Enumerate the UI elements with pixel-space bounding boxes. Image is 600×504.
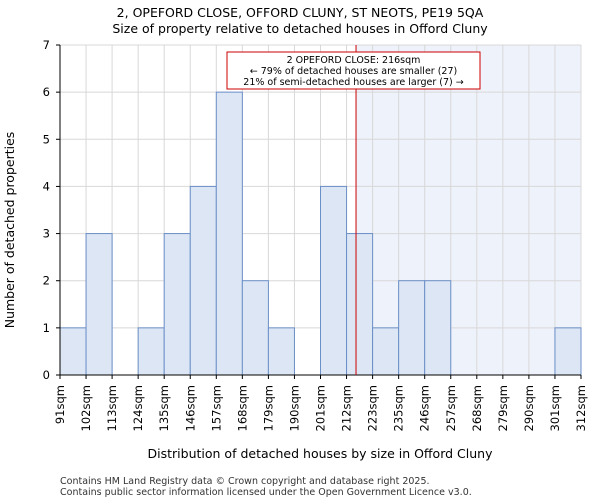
annotation-box — [226, 51, 481, 90]
bar-246sqm — [424, 280, 452, 376]
x-tick-label: 113sqm — [105, 385, 119, 431]
chart-subtitle: Size of property relative to detached ho… — [112, 21, 488, 36]
footer-line-2: Contains public sector information licen… — [60, 487, 472, 498]
bar-235sqm — [398, 280, 426, 376]
x-tick-label: 102sqm — [79, 385, 93, 431]
bar-301sqm — [554, 327, 582, 376]
x-tick-label: 212sqm — [340, 385, 354, 431]
annotation-line-1: 2 OPEFORD CLOSE: 216sqm — [287, 55, 421, 66]
x-tick-label: 157sqm — [209, 385, 223, 431]
footer-line-1: Contains HM Land Registry data © Crown c… — [60, 476, 430, 487]
bar-91sqm — [59, 327, 87, 376]
bar-102sqm — [85, 233, 113, 376]
y-tick-label: 2 — [43, 274, 50, 288]
bar-146sqm — [189, 185, 217, 376]
x-tick-label: 135sqm — [157, 385, 171, 431]
x-tick-label: 268sqm — [470, 385, 484, 431]
x-tick-label: 124sqm — [131, 385, 145, 431]
x-tick-label: 201sqm — [314, 385, 328, 431]
x-tick-label: 235sqm — [392, 385, 406, 431]
larger-region-shade — [356, 45, 581, 375]
bar-135sqm — [163, 233, 191, 376]
y-tick-label: 3 — [43, 227, 50, 241]
x-tick-label: 179sqm — [261, 385, 275, 431]
annotation-line-3: 21% of semi-detached houses are larger (… — [243, 77, 463, 88]
bar-157sqm — [215, 91, 243, 376]
bar-212sqm — [346, 233, 374, 376]
chart-title: 2, OPEFORD CLOSE, OFFORD CLUNY, ST NEOTS… — [117, 5, 484, 20]
x-tick-label: 223sqm — [366, 385, 380, 431]
y-tick-label: 0 — [43, 368, 50, 382]
annotation-line-2: ← 79% of detached houses are smaller (27… — [250, 66, 457, 77]
y-tick-label: 4 — [43, 179, 50, 193]
y-tick-label: 5 — [43, 132, 50, 146]
x-tick-label: 190sqm — [287, 385, 301, 431]
bar-201sqm — [320, 185, 348, 376]
plot-area: 0 1 2 3 4 5 6 7 91sqm 102sqm 113sqm 124sqm 135sqm 146… — [43, 38, 588, 431]
bar-124sqm — [137, 327, 165, 376]
bar-179sqm — [267, 327, 295, 376]
x-tick-label: 91sqm — [53, 385, 67, 424]
x-tick-label: 146sqm — [183, 385, 197, 431]
x-axis-label: Distribution of detached houses by size … — [148, 446, 494, 461]
y-tick-label: 6 — [43, 85, 50, 99]
x-tick-label: 257sqm — [444, 385, 458, 431]
x-tick-label: 168sqm — [235, 385, 249, 431]
x-tick-label: 246sqm — [418, 385, 432, 431]
x-tick-label: 279sqm — [496, 385, 510, 431]
x-tick-label: 290sqm — [522, 385, 536, 431]
y-tick-label: 1 — [43, 321, 50, 335]
y-axis-label: Number of detached properties — [2, 132, 17, 329]
x-tick-label: 312sqm — [574, 385, 588, 431]
bar-223sqm — [372, 327, 400, 376]
x-tick-label: 301sqm — [548, 385, 562, 431]
bar-168sqm — [241, 280, 269, 376]
y-tick-label: 7 — [43, 38, 50, 52]
